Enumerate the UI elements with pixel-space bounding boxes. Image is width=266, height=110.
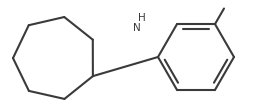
- Text: H: H: [138, 13, 146, 23]
- Text: N: N: [133, 23, 141, 33]
